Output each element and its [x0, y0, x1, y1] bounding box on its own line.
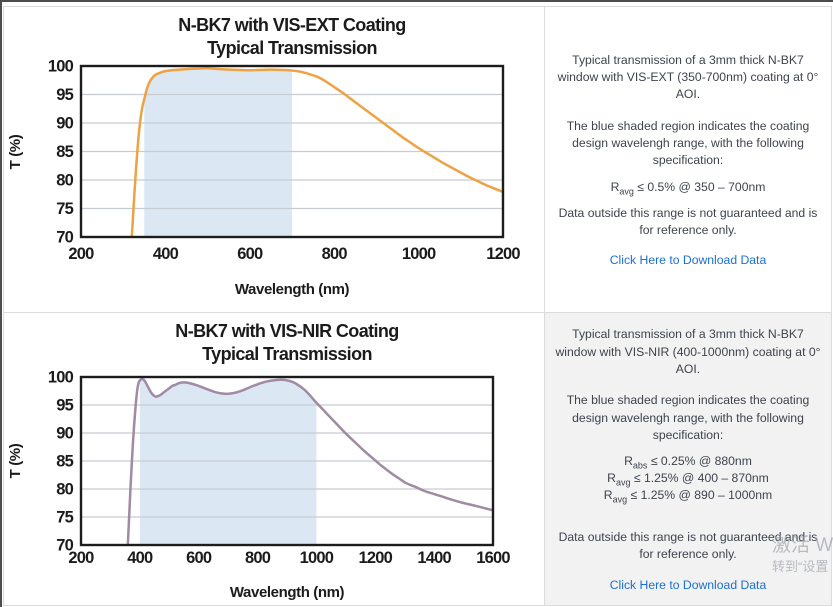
plot-frame — [79, 375, 495, 547]
x-tick-label: 1000 — [402, 245, 436, 263]
x-tick-label: 600 — [186, 549, 212, 567]
content-table: 70 75 80 85 90 95 100 200 400 600 800 1000 1200 N-BK… — [3, 6, 832, 606]
chart-cell-vis-nir: 70 75 80 85 90 95 100 200 400 600 800 1000 1200 1400 1… — [4, 313, 545, 605]
x-tick-label: 800 — [322, 245, 348, 263]
x-tick-label: 400 — [127, 549, 153, 567]
window-left-edge — [0, 0, 2, 607]
y-tick-label: 95 — [56, 397, 73, 415]
x-tick-label: 1200 — [359, 549, 393, 567]
transmission-curve — [130, 67, 503, 237]
y-tick-label: 85 — [56, 143, 73, 161]
y-axis-label: T (%) — [7, 134, 24, 169]
y-tick-label: 90 — [56, 115, 73, 133]
y-axis-label: T (%) — [7, 443, 24, 478]
vis-ext-transmission-chart: 70 75 80 85 90 95 100 200 400 600 800 1000 1200 N-BK… — [7, 15, 521, 298]
disclaimer-text: Data outside this range is not guarantee… — [558, 205, 818, 237]
band-explanation-text: The blue shaded region indicates the coa… — [566, 118, 810, 168]
spec-line: Rabs ≤ 0.25% @ 880nm — [624, 454, 752, 471]
description-text: Typical transmission of a 3mm thick N-BK… — [555, 327, 821, 377]
y-tick-label: 85 — [56, 453, 73, 471]
x-axis-label: Wavelength (nm) — [235, 281, 350, 298]
plot-frame — [79, 64, 505, 239]
spec-line: Ravg ≤ 0.5% @ 350 – 700nm — [610, 179, 766, 197]
y-tick-label: 100 — [48, 58, 74, 76]
y-tick-label: 70 — [56, 537, 73, 555]
y-tick-label: 75 — [56, 200, 73, 218]
y-tick-label: 90 — [56, 425, 73, 443]
band-explanation-text: The blue shaded region indicates the coa… — [566, 393, 810, 443]
x-tick-label: 200 — [68, 245, 94, 263]
y-tick-label: 100 — [48, 369, 74, 387]
x-tick-label: 800 — [245, 549, 271, 567]
x-tick-label: 600 — [237, 245, 263, 263]
x-axis-label: Wavelength (nm) — [230, 584, 345, 601]
spec-line: Ravg ≤ 1.25% @ 400 – 870nm — [607, 471, 769, 488]
x-tick-label: 400 — [153, 245, 179, 263]
x-tick-label: 1600 — [476, 549, 510, 567]
download-data-link[interactable]: Click Here to Download Data — [609, 253, 767, 268]
description-text: Typical transmission of a 3mm thick N-BK… — [557, 52, 819, 102]
chart-title-line2: Typical Transmission — [202, 344, 372, 364]
spec-list: Rabs ≤ 0.25% @ 880nm Ravg ≤ 1.25% @ 400 –… — [603, 453, 773, 505]
window-top-edge — [0, 0, 833, 2]
y-tick-label: 75 — [56, 509, 73, 527]
x-tick-label: 1400 — [417, 549, 451, 567]
x-tick-label: 1000 — [300, 549, 334, 567]
spec-list: Ravg ≤ 0.5% @ 350 – 700nm — [611, 179, 766, 196]
x-tick-label: 1200 — [486, 245, 520, 263]
y-tick-label: 80 — [56, 481, 73, 499]
transmission-curve — [126, 377, 493, 545]
info-panel-vis-ext: Typical transmission of a 3mm thick N-BK… — [545, 7, 831, 313]
x-tick-label: 200 — [68, 549, 94, 567]
chart-cell-vis-ext: 70 75 80 85 90 95 100 200 400 600 800 1000 1200 N-BK… — [4, 7, 545, 313]
vis-nir-transmission-chart: 70 75 80 85 90 95 100 200 400 600 800 1000 1200 1400 1… — [7, 321, 511, 601]
disclaimer-text: Data outside this range is not guarantee… — [558, 529, 818, 562]
y-tick-label: 95 — [56, 86, 73, 104]
chart-title-line1: N-BK7 with VIS-NIR Coating — [175, 321, 398, 341]
info-panel-vis-nir: Typical transmission of a 3mm thick N-BK… — [545, 313, 831, 605]
chart-title-line2: Typical Transmission — [207, 38, 377, 58]
download-data-link[interactable]: Click Here to Download Data — [609, 577, 767, 592]
y-tick-label: 80 — [56, 172, 73, 190]
y-tick-label: 70 — [56, 229, 73, 247]
chart-title-line1: N-BK7 with VIS-EXT Coating — [178, 15, 405, 35]
spec-line: Ravg ≤ 1.25% @ 890 – 1000nm — [603, 488, 773, 505]
